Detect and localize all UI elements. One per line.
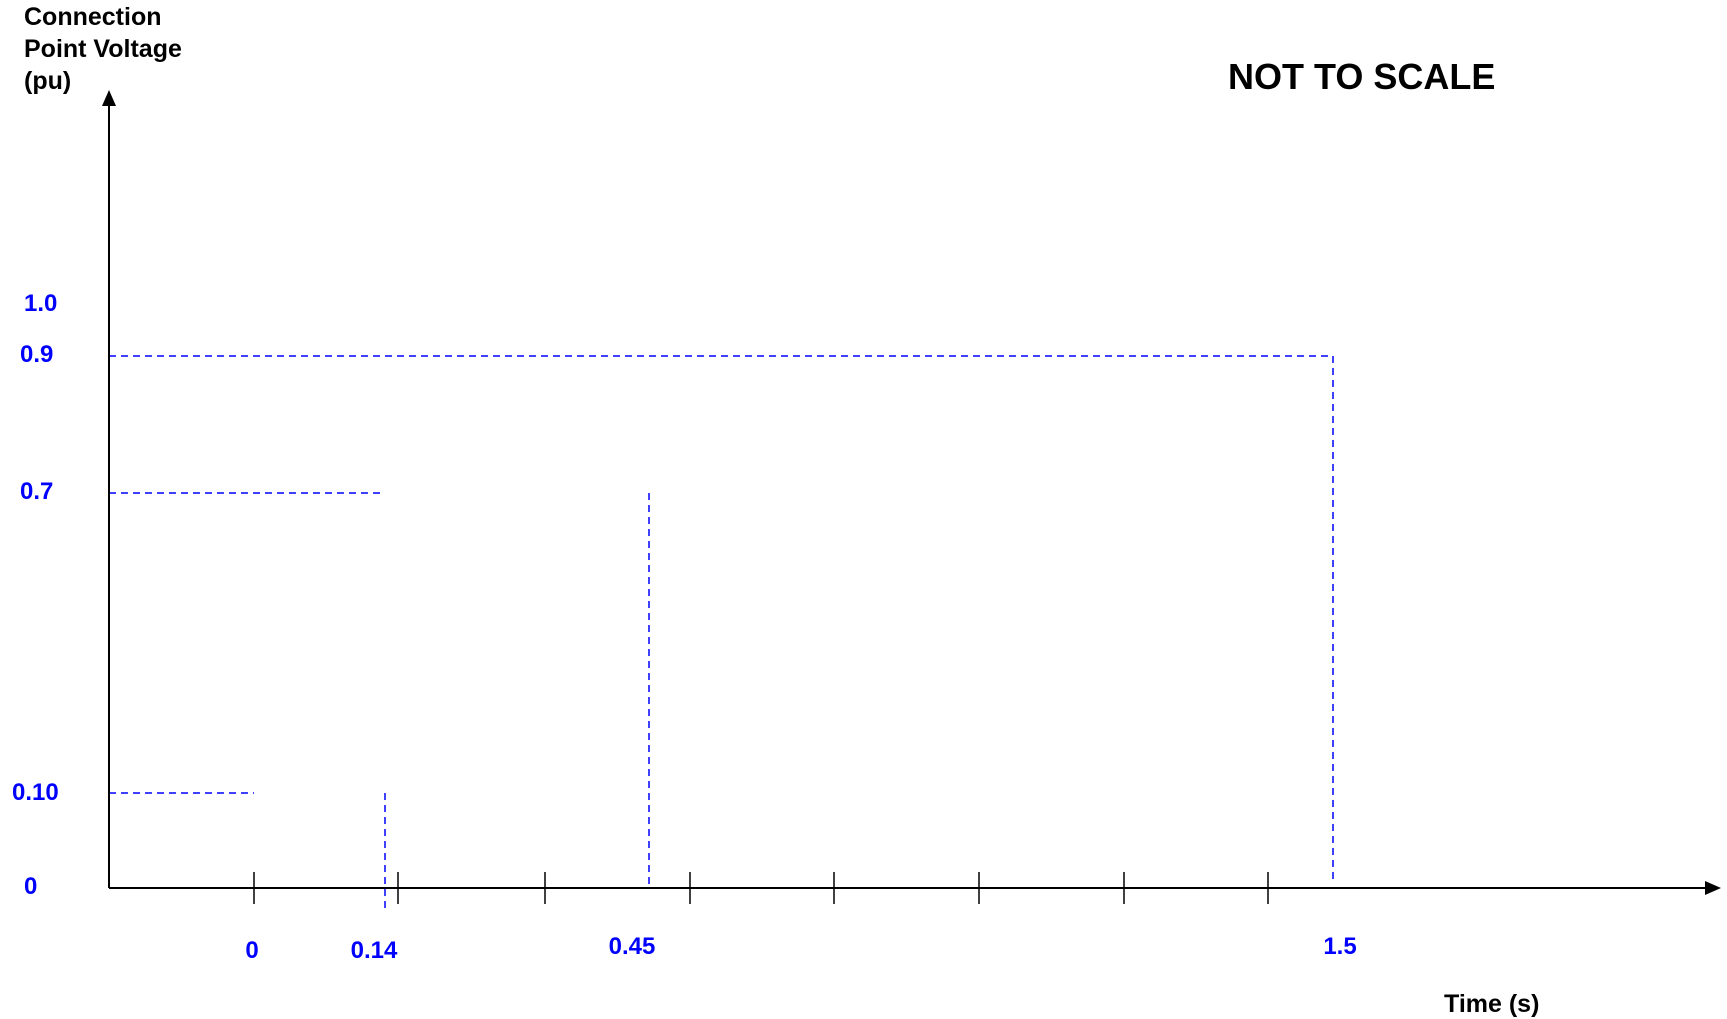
y-tick-label-0-10: 0.10 [12,779,59,806]
y-axis-label-line-1: Connection [24,3,162,31]
x-tick-label-0: 0 [245,937,259,964]
x-tick-label-1-5: 1.5 [1323,933,1357,960]
y-tick-label-0-9: 0.9 [20,341,54,368]
y-axis-arrow-icon [102,90,116,106]
not-to-scale-note: NOT TO SCALE [1228,56,1496,97]
x-axis-arrow-icon [1705,881,1721,895]
y-tick-label-0: 0 [24,873,38,900]
y-axis-label-line-2: Point Voltage [24,35,182,63]
x-tick-label-0-14: 0.14 [350,937,398,964]
x-axis-label: Time (s) [1444,990,1540,1018]
y-tick-label-0-7: 0.7 [20,478,54,505]
y-axis-label-line-3: (pu) [24,67,72,95]
y-tick-label-1-0: 1.0 [24,290,58,317]
x-tick-label-0-45: 0.45 [608,933,656,960]
